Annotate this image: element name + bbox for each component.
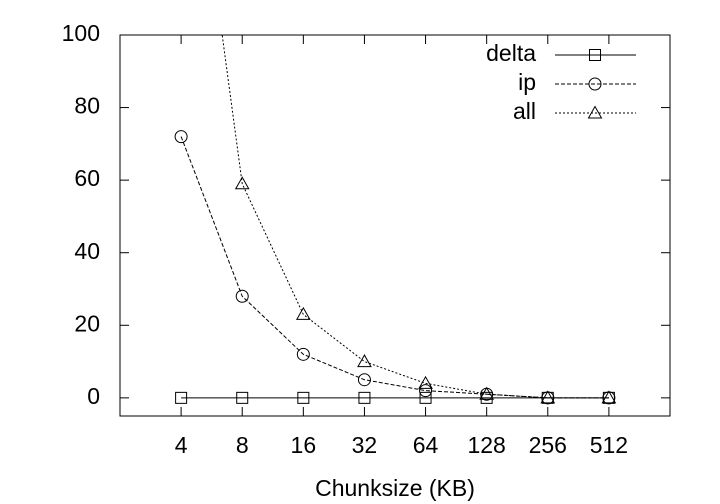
marker [235, 289, 249, 303]
marker [601, 390, 617, 404]
marker [236, 391, 249, 404]
marker [357, 373, 371, 387]
y-tick-label: 60 [74, 165, 100, 191]
x-axis-label: Chunksize (KB) [315, 475, 475, 501]
x-tick-label: 256 [529, 432, 567, 458]
legend-marker [587, 105, 603, 119]
marker [479, 386, 495, 400]
x-tick-label: 16 [291, 432, 317, 458]
legend-label: all [513, 98, 536, 124]
marker [419, 384, 433, 398]
series-line [180, 136, 609, 399]
marker [234, 176, 250, 190]
marker [540, 390, 556, 404]
x-tick-label: 4 [175, 432, 188, 458]
marker [296, 347, 310, 361]
legend-marker [588, 77, 602, 91]
marker [419, 391, 432, 404]
marker [175, 391, 188, 404]
y-tick-label: 0 [87, 383, 100, 409]
y-tick-label: 100 [62, 20, 100, 46]
plot-frame [119, 34, 671, 417]
legend-label: delta [486, 40, 536, 66]
x-tick-label: 128 [467, 432, 505, 458]
x-tick-label: 8 [236, 432, 249, 458]
x-tick-label: 32 [352, 432, 378, 458]
x-tick-label: 512 [590, 432, 628, 458]
marker [418, 375, 433, 389]
y-tick-label: 40 [74, 238, 100, 264]
x-tick-label: 64 [413, 432, 439, 458]
legend-marker [589, 49, 601, 61]
y-tick-label: 20 [74, 310, 100, 336]
marker [297, 391, 310, 404]
marker [295, 306, 311, 320]
legend-label: ip [518, 69, 536, 95]
marker [357, 354, 372, 368]
marker [358, 391, 371, 404]
y-tick-label: 80 [74, 93, 100, 119]
plot-area [174, 35, 617, 405]
series-line [221, 35, 609, 399]
marker [174, 130, 188, 144]
